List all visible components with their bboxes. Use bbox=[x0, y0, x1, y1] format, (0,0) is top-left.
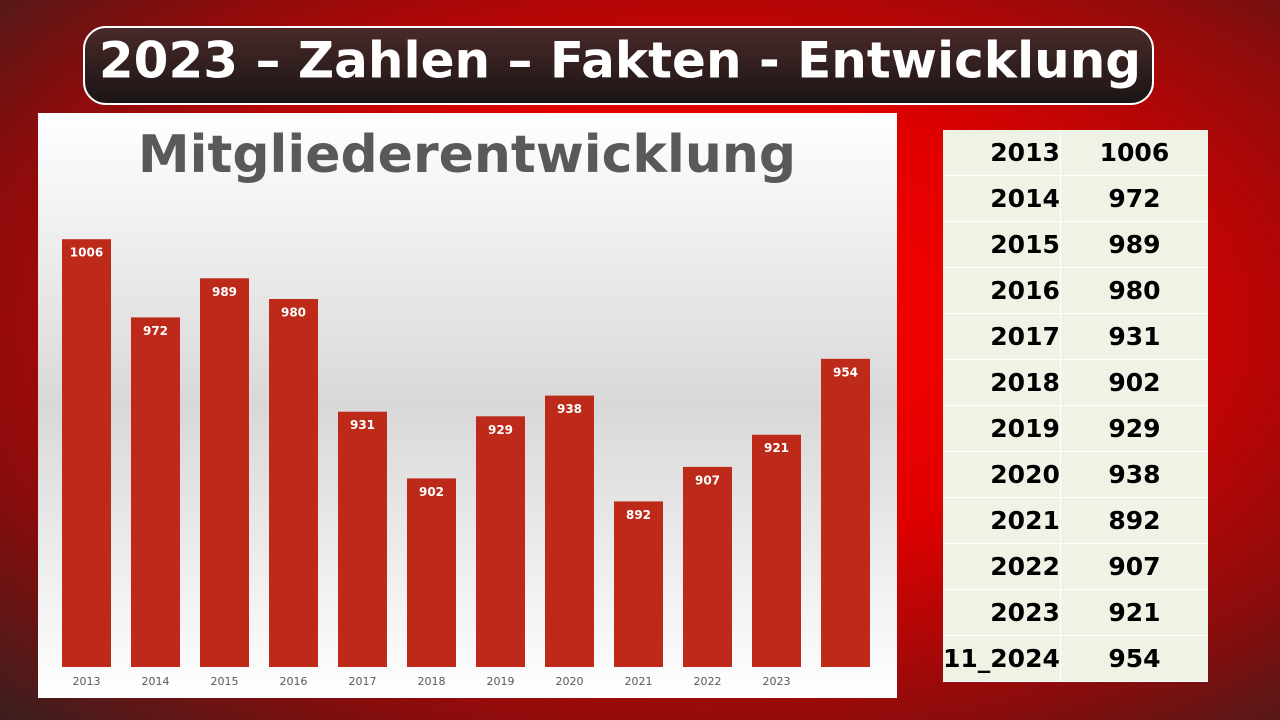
year-cell: 2014 bbox=[943, 175, 1061, 222]
count-cell: 892 bbox=[1060, 497, 1208, 544]
year-cell: 2018 bbox=[943, 359, 1061, 406]
x-tick-label: 2019 bbox=[487, 675, 515, 688]
x-tick-label: 2013 bbox=[73, 675, 101, 688]
table-row: 2021 892 bbox=[943, 497, 1208, 544]
table-row: 2023 921 bbox=[943, 589, 1208, 636]
count-cell: 1006 bbox=[1060, 130, 1208, 176]
year-cell: 2016 bbox=[943, 267, 1061, 314]
bar bbox=[200, 278, 249, 667]
bar bbox=[338, 411, 387, 667]
count-cell: 929 bbox=[1060, 405, 1208, 452]
data-label: 989 bbox=[212, 285, 237, 299]
year-cell: 2017 bbox=[943, 313, 1061, 360]
x-tick-label: 2017 bbox=[349, 675, 377, 688]
x-tick-label: 2014 bbox=[142, 675, 170, 688]
table-row: 2022 907 bbox=[943, 543, 1208, 590]
chart-title: Mitgliederentwicklung bbox=[138, 125, 796, 185]
table-row: 2016 980 bbox=[943, 267, 1208, 314]
count-cell: 907 bbox=[1060, 543, 1208, 590]
x-tick-label: 2015 bbox=[211, 675, 239, 688]
data-label: 907 bbox=[695, 473, 720, 487]
data-label: 902 bbox=[419, 485, 444, 499]
year-cell: 2019 bbox=[943, 405, 1061, 452]
bar bbox=[545, 395, 594, 667]
table-row: 2014 972 bbox=[943, 175, 1208, 222]
count-cell: 902 bbox=[1060, 359, 1208, 406]
year-cell: 2013 bbox=[943, 130, 1061, 176]
table-row: 2013 1006 bbox=[943, 130, 1208, 176]
count-cell: 921 bbox=[1060, 589, 1208, 636]
x-tick-label: 2018 bbox=[418, 675, 446, 688]
count-cell: 980 bbox=[1060, 267, 1208, 314]
count-cell: 989 bbox=[1060, 221, 1208, 268]
x-tick-label: 2021 bbox=[625, 675, 653, 688]
bar bbox=[62, 239, 111, 667]
x-tick-label: 2020 bbox=[556, 675, 584, 688]
table-row: 2019 929 bbox=[943, 405, 1208, 452]
bar bbox=[821, 358, 870, 667]
year-cell: 2020 bbox=[943, 451, 1061, 498]
year-cell: 2022 bbox=[943, 543, 1061, 590]
data-label: 931 bbox=[350, 418, 375, 432]
title-banner bbox=[83, 26, 1154, 105]
table-row: 2020 938 bbox=[943, 451, 1208, 498]
count-cell: 972 bbox=[1060, 175, 1208, 222]
x-tick-label: 2016 bbox=[280, 675, 308, 688]
table-row: 2017 931 bbox=[943, 313, 1208, 360]
table-row: 2015 989 bbox=[943, 221, 1208, 268]
data-label: 892 bbox=[626, 508, 651, 522]
count-cell: 931 bbox=[1060, 313, 1208, 360]
year-cell: 2021 bbox=[943, 497, 1061, 544]
data-label: 972 bbox=[143, 324, 168, 338]
data-label: 929 bbox=[488, 423, 513, 437]
bar bbox=[476, 416, 525, 667]
count-cell: 938 bbox=[1060, 451, 1208, 498]
bar bbox=[752, 434, 801, 667]
data-label: 938 bbox=[557, 402, 582, 416]
bar bbox=[131, 317, 180, 667]
year-cell: 2015 bbox=[943, 221, 1061, 268]
year-cell: 2023 bbox=[943, 589, 1061, 636]
x-tick-label: 2023 bbox=[763, 675, 791, 688]
data-label: 954 bbox=[833, 365, 858, 379]
slide-title: 2023 – Zahlen – Fakten - Entwicklung bbox=[99, 32, 1141, 90]
bar bbox=[269, 299, 318, 667]
bar bbox=[683, 466, 732, 667]
data-label: 980 bbox=[281, 306, 306, 320]
table-row: 11_2024 954 bbox=[943, 635, 1208, 682]
data-table: 2013 1006 2014 972 2015 989 2016 980 2017 931 2018… bbox=[943, 130, 1208, 682]
year-cell: 11_2024 bbox=[943, 635, 1061, 682]
count-cell: 954 bbox=[1060, 635, 1208, 682]
bar bbox=[407, 478, 456, 667]
data-label: 1006 bbox=[70, 246, 103, 260]
x-tick-label: 2022 bbox=[694, 675, 722, 688]
bar bbox=[614, 501, 663, 667]
table-row: 2018 902 bbox=[943, 359, 1208, 406]
data-label: 921 bbox=[764, 441, 789, 455]
